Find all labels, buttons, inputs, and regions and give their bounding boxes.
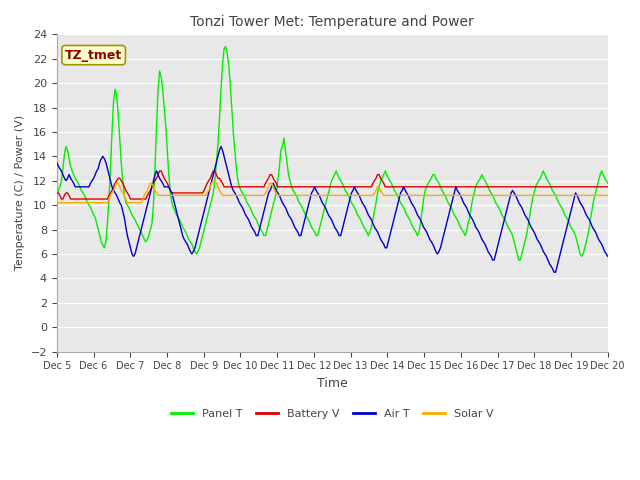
X-axis label: Time: Time xyxy=(317,377,348,390)
Text: TZ_tmet: TZ_tmet xyxy=(65,48,122,61)
Y-axis label: Temperature (C) / Power (V): Temperature (C) / Power (V) xyxy=(15,115,25,271)
Legend: Panel T, Battery V, Air T, Solar V: Panel T, Battery V, Air T, Solar V xyxy=(166,405,498,423)
Title: Tonzi Tower Met: Temperature and Power: Tonzi Tower Met: Temperature and Power xyxy=(190,15,474,29)
